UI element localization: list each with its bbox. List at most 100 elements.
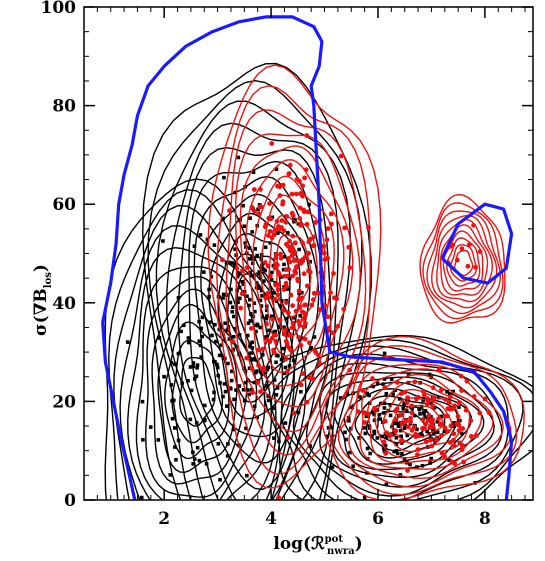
- series-1-point: [281, 307, 286, 313]
- series-0-point: [198, 233, 203, 237]
- series-0-point: [388, 413, 393, 418]
- series-1-point: [311, 234, 317, 240]
- series-1-point: [436, 366, 442, 372]
- series-1-point: [325, 314, 331, 320]
- series-1-point: [393, 428, 399, 434]
- series-1-point: [324, 237, 330, 243]
- series-0-point: [252, 257, 257, 261]
- series-1-point: [456, 422, 462, 428]
- series-0-point: [262, 279, 266, 283]
- series-0-point: [255, 415, 260, 420]
- series-0-point: [186, 378, 190, 383]
- series-1-point: [328, 290, 333, 296]
- series-0-point: [272, 436, 276, 440]
- series-0-point: [194, 374, 199, 379]
- series-1-point: [415, 447, 421, 452]
- series-1-point: [276, 282, 281, 287]
- series-0-point: [250, 254, 254, 258]
- series-0-point: [395, 451, 400, 456]
- series-1-point: [286, 255, 291, 261]
- series-1-contour: [454, 249, 474, 277]
- series-0-contour: [226, 253, 282, 384]
- series-0-point: [223, 321, 227, 326]
- series-1-point: [486, 410, 492, 415]
- series-0-point: [287, 363, 292, 368]
- series-1-point: [313, 350, 319, 355]
- series-0-point: [268, 241, 273, 245]
- series-1-point: [250, 390, 255, 395]
- series-1-point: [430, 403, 436, 409]
- series-0-contour: [263, 334, 533, 500]
- series-0-point: [245, 294, 249, 299]
- series-0-point: [272, 291, 276, 295]
- series-0-point: [252, 274, 256, 278]
- series-1-point: [427, 437, 433, 443]
- series-1-point: [268, 216, 274, 222]
- series-1-point: [451, 443, 457, 449]
- series-1-point: [321, 243, 326, 249]
- series-1-point: [244, 355, 250, 361]
- series-1-contour: [348, 363, 504, 480]
- series-0-point: [229, 386, 233, 391]
- series-0-point: [282, 371, 287, 376]
- series-0-point: [391, 392, 395, 396]
- series-0-point: [212, 243, 217, 247]
- series-1-point: [459, 447, 465, 453]
- series-0-point: [254, 329, 258, 334]
- series-0-point: [423, 415, 427, 419]
- series-1-point: [297, 322, 303, 328]
- series-1-point: [451, 437, 456, 443]
- series-1-point: [463, 407, 469, 413]
- series-0-point: [394, 436, 399, 440]
- series-0-point: [375, 381, 380, 386]
- series-1-point: [278, 255, 284, 261]
- series-0-point: [367, 426, 372, 430]
- series-1-point: [466, 242, 472, 248]
- series-1-contour: [245, 159, 345, 387]
- series-1-point: [301, 271, 307, 277]
- series-1-point: [436, 416, 441, 422]
- series-1-point: [413, 431, 418, 437]
- series-1-point: [285, 310, 291, 316]
- series-0-contour: [164, 321, 230, 460]
- series-1-point: [454, 257, 460, 263]
- series-1-point: [287, 238, 292, 244]
- series-0-point: [279, 275, 283, 279]
- series-1-contour: [321, 335, 525, 500]
- series-0-point: [358, 395, 362, 399]
- series-1-point: [273, 332, 278, 338]
- series-0-point: [245, 333, 250, 338]
- plot-area: [101, 15, 533, 500]
- series-1-point: [255, 347, 261, 353]
- series-1-point: [252, 208, 257, 214]
- series-1-point: [415, 452, 420, 458]
- series-1-point: [326, 325, 332, 331]
- series-0-point: [420, 463, 425, 468]
- series-1-contour: [391, 397, 453, 445]
- series-1-point: [317, 360, 322, 366]
- series-0-point: [188, 365, 193, 369]
- series-0-point: [435, 430, 440, 434]
- series-1-point: [393, 417, 399, 422]
- series-1-point: [347, 265, 353, 271]
- series-0-point: [241, 203, 245, 208]
- series-0-point: [234, 388, 238, 392]
- series-0-point: [223, 389, 228, 394]
- series-1-point: [402, 389, 408, 395]
- series-1-point: [442, 454, 447, 459]
- series-0-point: [258, 276, 263, 280]
- series-0-point: [282, 262, 286, 267]
- series-0-point: [221, 292, 226, 297]
- series-0-point: [171, 398, 176, 403]
- series-0-point: [281, 267, 286, 272]
- series-1-point: [459, 246, 465, 252]
- series-1-point: [262, 260, 268, 265]
- series-0-contour: [343, 388, 459, 465]
- series-0-point: [255, 253, 259, 258]
- series-0-point: [285, 287, 290, 291]
- series-1-point: [273, 252, 279, 258]
- series-0-point: [237, 296, 242, 301]
- series-1-point: [405, 468, 410, 473]
- series-0-point: [260, 315, 265, 319]
- series-0-point: [197, 319, 201, 324]
